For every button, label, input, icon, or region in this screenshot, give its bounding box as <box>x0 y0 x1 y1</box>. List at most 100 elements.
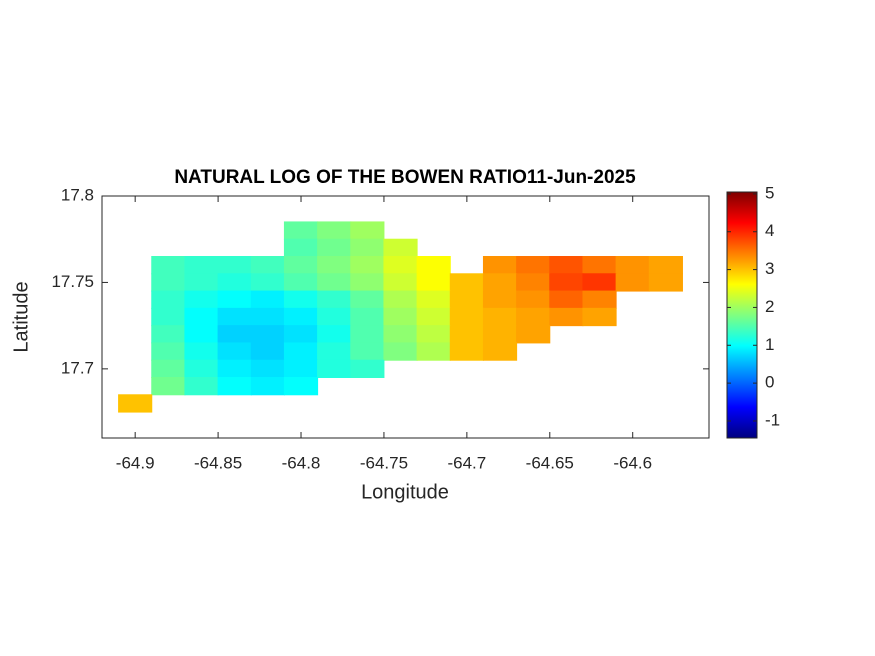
heatmap-cells <box>118 221 683 413</box>
heatmap-cell <box>582 307 617 327</box>
heatmap-cell <box>383 273 418 292</box>
y-tick-label: 17.8 <box>61 185 94 204</box>
heatmap-cell <box>350 342 385 361</box>
heatmap-cell <box>416 290 451 309</box>
heatmap-cell <box>516 307 551 327</box>
heatmap-cell <box>516 256 551 275</box>
heatmap-cell <box>283 325 319 344</box>
heatmap-cell <box>317 256 352 275</box>
heatmap-cell <box>383 256 418 275</box>
heatmap-cell <box>151 256 186 275</box>
heatmap-cell <box>482 256 518 275</box>
heatmap-cell <box>516 273 551 292</box>
heatmap-cell <box>184 342 219 361</box>
heatmap-cell <box>482 273 518 292</box>
heatmap-cell <box>350 325 385 344</box>
heatmap-cell <box>283 221 319 240</box>
heatmap-cell <box>250 256 285 275</box>
heatmap-cell <box>250 377 285 396</box>
heatmap-cell <box>118 394 153 413</box>
heatmap-cell <box>615 256 650 275</box>
heatmap-cell <box>449 342 484 361</box>
heatmap-cell <box>151 273 186 292</box>
heatmap-cell <box>615 273 650 292</box>
heatmap-cell <box>250 359 285 378</box>
heatmap-cell <box>383 325 418 344</box>
heatmap-cell <box>217 307 252 327</box>
heatmap-cell <box>549 290 584 309</box>
heatmap-cell <box>383 238 418 257</box>
heatmap-cell <box>317 221 352 240</box>
heatmap-cell <box>416 307 451 327</box>
heatmap-cell <box>383 342 418 361</box>
heatmap-cell <box>317 290 352 309</box>
x-tick-label: -64.7 <box>447 453 486 472</box>
y-tick-label: 17.75 <box>51 272 94 291</box>
heatmap-cell <box>317 325 352 344</box>
heatmap-cell <box>416 325 451 344</box>
heatmap-cell <box>449 325 484 344</box>
heatmap-cell <box>482 290 518 309</box>
heatmap-cell <box>317 238 352 257</box>
heatmap-cell <box>350 238 385 257</box>
heatmap-cell <box>217 290 252 309</box>
heatmap-cell <box>350 256 385 275</box>
heatmap-cell <box>350 221 385 240</box>
heatmap-cell <box>350 290 385 309</box>
heatmap-cell <box>549 256 584 275</box>
heatmap-cell <box>283 273 319 292</box>
heatmap-cell <box>416 256 451 275</box>
heatmap-cell <box>317 359 352 378</box>
heatmap-cell <box>549 273 584 292</box>
colorbar-tick-label: 1 <box>765 335 774 354</box>
heatmap-cell <box>416 342 451 361</box>
colorbar-tick-label: 5 <box>765 183 774 202</box>
heatmap-cell <box>582 273 617 292</box>
colorbar <box>726 191 758 439</box>
heatmap-cell <box>151 307 186 327</box>
heatmap-cell <box>151 325 186 344</box>
heatmap-cell <box>184 290 219 309</box>
heatmap-cell <box>184 256 219 275</box>
heatmap-cell <box>217 342 252 361</box>
heatmap-cell <box>482 342 518 361</box>
heatmap-cell <box>217 359 252 378</box>
heatmap-cell <box>317 273 352 292</box>
heatmap-cell <box>184 307 219 327</box>
chart-title: NATURAL LOG OF THE BOWEN RATIO11-Jun-202… <box>174 167 636 188</box>
heatmap-cell <box>151 359 186 378</box>
heatmap-cell <box>250 325 285 344</box>
heatmap-cell <box>549 307 584 327</box>
colorbar-tick-label: 0 <box>765 373 774 392</box>
x-tick-label: -64.75 <box>360 453 408 472</box>
colorbar-tick-label: 4 <box>765 221 774 240</box>
heatmap-cell <box>184 377 219 396</box>
x-tick-label: -64.85 <box>194 453 242 472</box>
heatmap-cell <box>250 342 285 361</box>
heatmap-cell <box>449 307 484 327</box>
heatmap-cell <box>350 307 385 327</box>
heatmap-cell <box>283 238 319 257</box>
heatmap-cell <box>283 359 319 378</box>
x-tick-label: -64.9 <box>116 453 155 472</box>
heatmap-cell <box>350 273 385 292</box>
colorbar-tick-label: 3 <box>765 259 774 278</box>
heatmap-cell <box>449 273 484 292</box>
heatmap-cell <box>383 307 418 327</box>
colorbar-tick-label: 2 <box>765 297 774 316</box>
heatmap-cell <box>283 377 319 396</box>
heatmap-cell <box>516 325 551 344</box>
axes-box <box>101 195 710 439</box>
heatmap-cell <box>184 325 219 344</box>
heatmap-cell <box>151 342 186 361</box>
heatmap-cell <box>184 359 219 378</box>
colorbar-tick-label: -1 <box>765 410 780 429</box>
heatmap-cell <box>482 325 518 344</box>
heatmap-cell <box>217 325 252 344</box>
y-axis-label: Latitude <box>10 281 32 352</box>
heatmap-cell <box>516 290 551 309</box>
heatmap-cell <box>350 359 385 378</box>
heatmap-cell <box>217 273 252 292</box>
heatmap-cell <box>250 307 285 327</box>
